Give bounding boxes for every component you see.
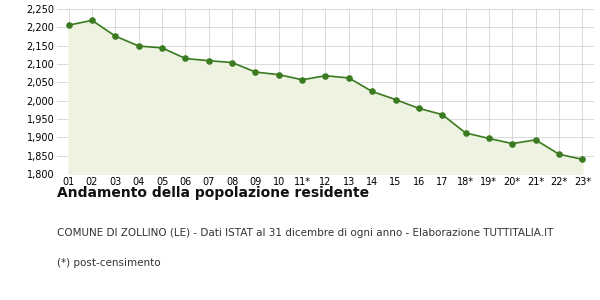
Text: (*) post-censimento: (*) post-censimento [57,258,161,268]
Point [414,106,424,111]
Point [437,112,447,117]
Point [251,70,260,74]
Point [298,77,307,82]
Point [227,60,237,65]
Point [87,18,97,23]
Point [274,72,284,77]
Text: Andamento della popolazione residente: Andamento della popolazione residente [57,186,369,200]
Text: COMUNE DI ZOLLINO (LE) - Dati ISTAT al 31 dicembre di ogni anno - Elaborazione T: COMUNE DI ZOLLINO (LE) - Dati ISTAT al 3… [57,228,553,238]
Point [578,157,587,162]
Point [391,97,400,102]
Point [157,46,167,50]
Point [134,44,143,48]
Point [554,152,564,157]
Point [367,89,377,94]
Point [320,73,330,78]
Point [110,34,120,38]
Point [344,76,353,80]
Point [531,137,541,142]
Point [64,23,73,28]
Point [181,56,190,61]
Point [204,58,214,63]
Point [461,130,470,135]
Point [484,136,494,141]
Point [508,141,517,146]
